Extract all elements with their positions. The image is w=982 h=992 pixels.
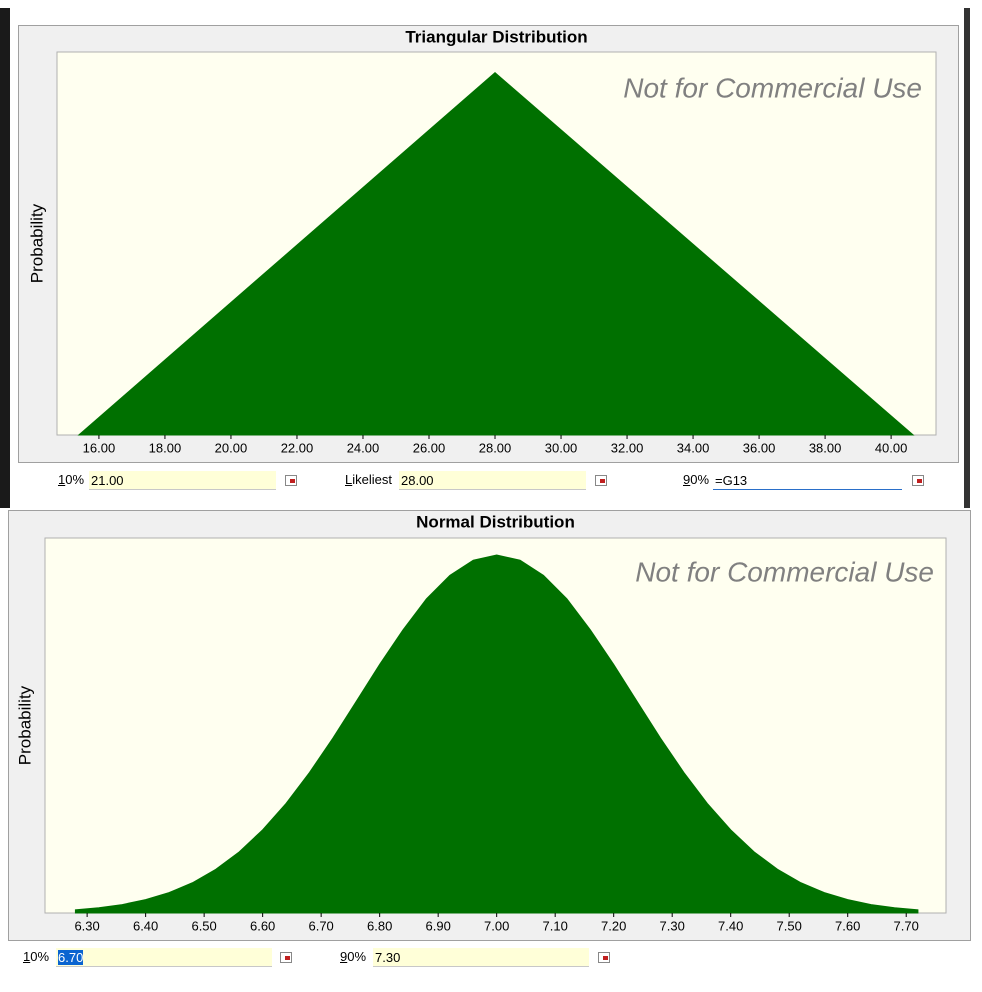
text-field[interactable]: 7.30 bbox=[373, 948, 589, 967]
field-value: =G13 bbox=[715, 473, 748, 488]
area bbox=[74, 554, 919, 914]
field-value: 21.00 bbox=[91, 473, 124, 488]
text-field[interactable]: 6.70 bbox=[56, 948, 272, 967]
x-tick-label: 32.00 bbox=[611, 440, 644, 455]
x-tick-label: 20.00 bbox=[215, 440, 248, 455]
window-edge bbox=[0, 8, 10, 508]
x-tick-label: 38.00 bbox=[809, 440, 842, 455]
x-tick-label: 7.20 bbox=[601, 918, 626, 933]
cell-ref-button[interactable] bbox=[912, 475, 924, 486]
x-tick-label: 28.00 bbox=[479, 440, 512, 455]
x-tick-label: 7.40 bbox=[718, 918, 743, 933]
field-label: 90% bbox=[683, 472, 710, 487]
x-tick-label: 7.50 bbox=[777, 918, 802, 933]
x-tick-label: 6.90 bbox=[426, 918, 451, 933]
x-tick-label: 6.80 bbox=[367, 918, 392, 933]
x-tick-label: 6.40 bbox=[133, 918, 158, 933]
text-field[interactable]: 28.00 bbox=[399, 471, 586, 490]
field-value: 28.00 bbox=[401, 473, 434, 488]
x-tick-label: 36.00 bbox=[743, 440, 776, 455]
cell-ref-button[interactable] bbox=[595, 475, 607, 486]
x-tick-label: 6.60 bbox=[250, 918, 275, 933]
x-tick-label: 34.00 bbox=[677, 440, 710, 455]
x-tick-label: 7.70 bbox=[894, 918, 919, 933]
field-value: 6.70 bbox=[58, 950, 84, 965]
cell-ref-button[interactable] bbox=[598, 952, 610, 963]
chart-title: Normal Distribution bbox=[416, 512, 575, 531]
cell-ref-button[interactable] bbox=[280, 952, 292, 963]
x-tick-label: 7.00 bbox=[484, 918, 509, 933]
x-tick-label: 26.00 bbox=[413, 440, 446, 455]
field-label: 10% bbox=[23, 949, 50, 964]
x-tick-label: 16.00 bbox=[83, 440, 116, 455]
window-edge bbox=[964, 8, 970, 508]
watermark: Not for Commercial Use bbox=[635, 556, 934, 587]
x-tick-label: 40.00 bbox=[875, 440, 908, 455]
watermark: Not for Commercial Use bbox=[623, 72, 922, 103]
field-label: 10% bbox=[58, 472, 85, 487]
field-label: 90% bbox=[340, 949, 367, 964]
x-tick-label: 7.30 bbox=[660, 918, 685, 933]
field-label: Likeliest bbox=[345, 472, 392, 487]
area bbox=[77, 71, 915, 436]
field-value: 7.30 bbox=[375, 950, 401, 965]
x-tick-label: 18.00 bbox=[149, 440, 182, 455]
y-axis-label: Probability bbox=[27, 203, 46, 283]
x-tick-label: 7.10 bbox=[543, 918, 568, 933]
x-tick-label: 30.00 bbox=[545, 440, 578, 455]
text-field[interactable]: 21.00 bbox=[89, 471, 276, 490]
x-tick-label: 7.60 bbox=[835, 918, 860, 933]
x-tick-label: 22.00 bbox=[281, 440, 314, 455]
x-tick-label: 6.30 bbox=[74, 918, 99, 933]
text-field[interactable]: =G13 bbox=[713, 471, 902, 490]
y-axis-label: Probability bbox=[15, 685, 34, 765]
x-tick-label: 24.00 bbox=[347, 440, 380, 455]
x-tick-label: 6.70 bbox=[308, 918, 333, 933]
x-tick-label: 6.50 bbox=[191, 918, 216, 933]
cell-ref-button[interactable] bbox=[285, 475, 297, 486]
chart-title: Triangular Distribution bbox=[405, 27, 587, 46]
